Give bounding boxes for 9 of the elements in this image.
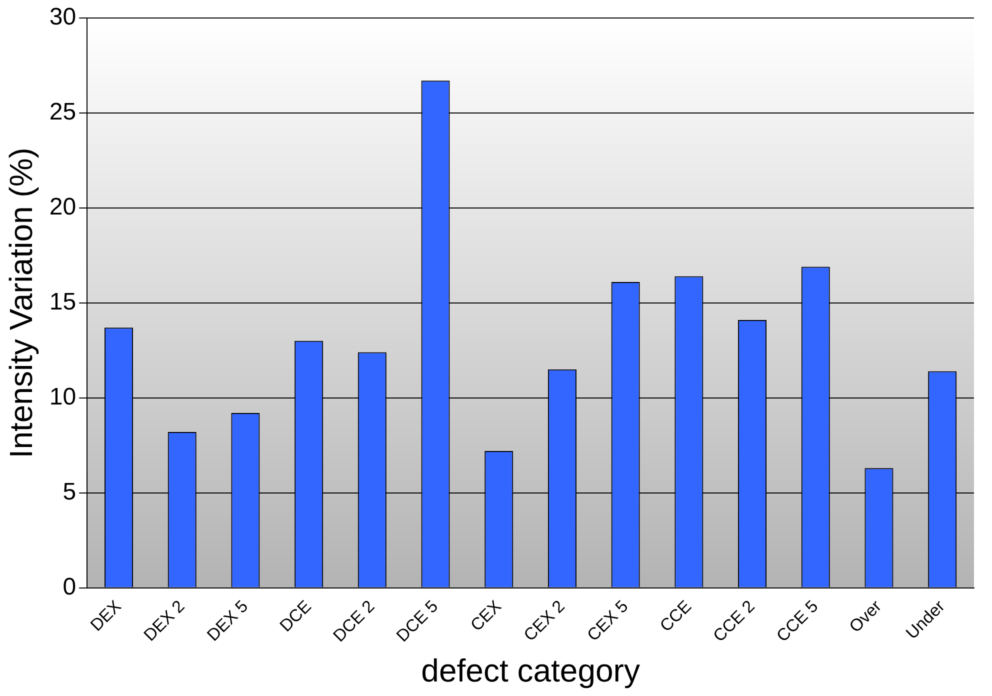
- y-tick-label: 25: [49, 98, 76, 126]
- y-axis-title: Intensity Variation (%): [3, 148, 40, 458]
- y-tick-label: 20: [49, 194, 76, 221]
- y-tick-label: 5: [62, 478, 76, 506]
- y-tick-label: 15: [49, 288, 76, 316]
- y-tick-label: 0: [62, 573, 76, 600]
- x-axis-title: defect category: [421, 652, 640, 689]
- y-tick-label: 10: [49, 383, 76, 410]
- y-tick-label: 30: [49, 4, 76, 31]
